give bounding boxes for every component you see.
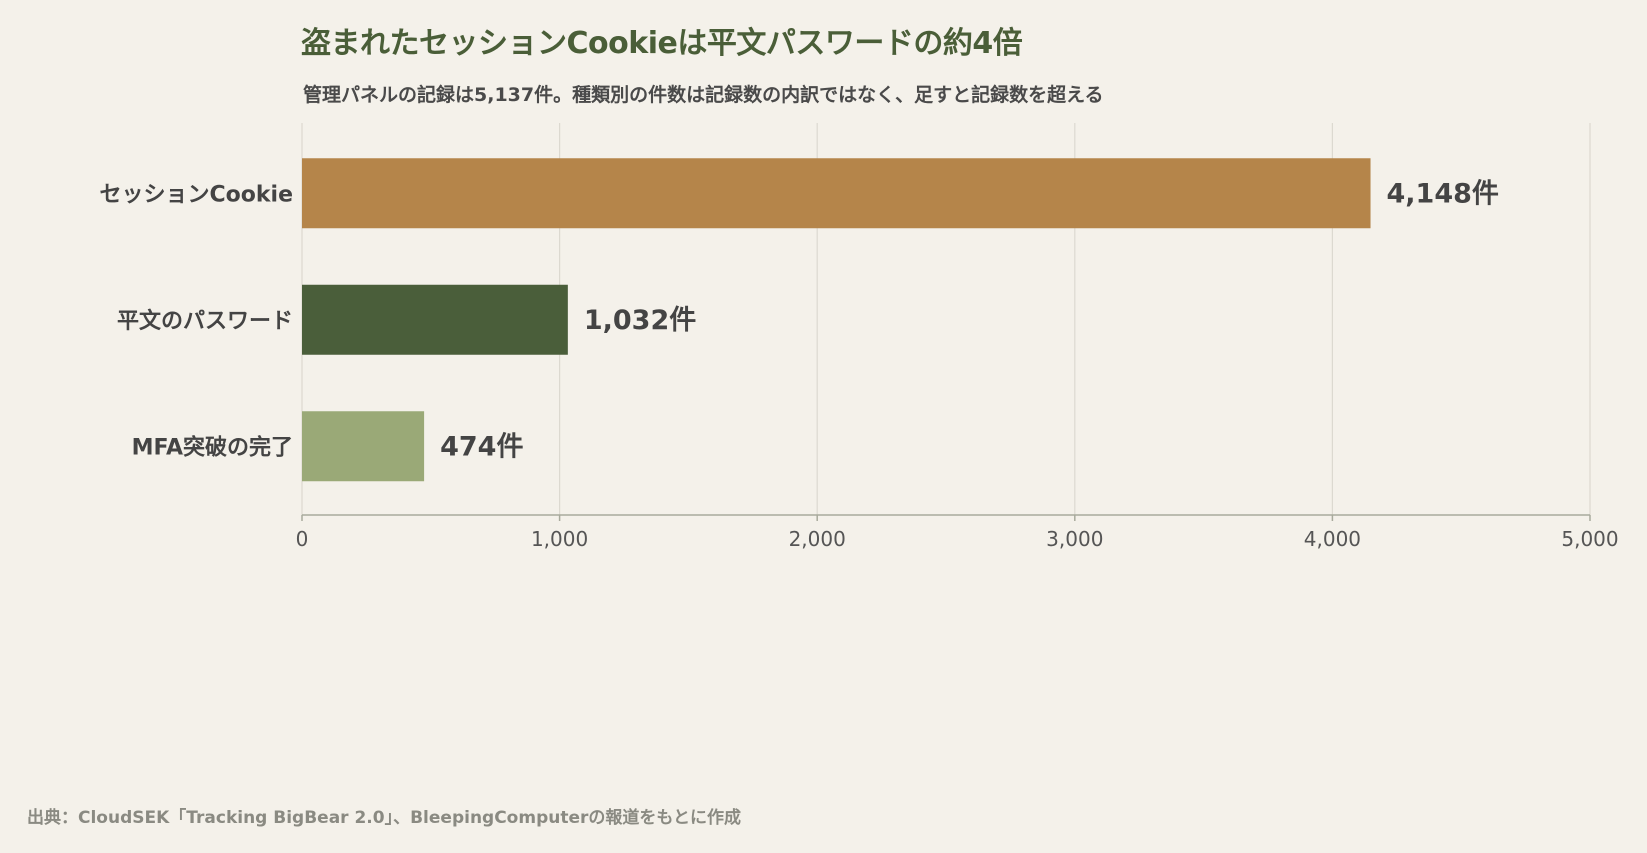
value-label: 4,148件 xyxy=(1387,178,1499,209)
value-label: 474件 xyxy=(440,431,523,462)
value-labels: 4,148件 1,032件 474件 xyxy=(440,178,1499,462)
value-label: 1,032件 xyxy=(584,305,696,336)
bars xyxy=(302,158,1371,482)
x-tick-label: 1,000 xyxy=(531,527,588,551)
category-label: セッションCookie xyxy=(100,182,293,207)
x-tick-label: 5,000 xyxy=(1561,527,1618,551)
source-note: 出典：CloudSEK「Tracking BigBear 2.0」、Bleepi… xyxy=(27,808,742,828)
chart-title: 盗まれたセッションCookieは平文パスワードの約4倍 xyxy=(301,26,1023,61)
x-tick-label: 2,000 xyxy=(789,527,846,551)
x-tick-label: 3,000 xyxy=(1046,527,1103,551)
bar xyxy=(302,284,568,355)
category-label: MFA突破の完了 xyxy=(132,434,293,460)
category-labels: セッションCookie 平文のパスワード MFA突破の完了 xyxy=(100,182,293,460)
category-label: 平文のパスワード xyxy=(117,308,293,334)
x-tick-label: 0 xyxy=(296,527,309,551)
x-axis: 0 1,000 2,000 3,000 4,000 5,000 xyxy=(296,514,1619,551)
bar xyxy=(302,411,425,482)
chart-subtitle: 管理パネルの記録は5,137件。種類別の件数は記録数の内訳ではなく、足すと記録数… xyxy=(303,84,1104,106)
bar xyxy=(302,158,1371,229)
x-tick-label: 4,000 xyxy=(1304,527,1361,551)
